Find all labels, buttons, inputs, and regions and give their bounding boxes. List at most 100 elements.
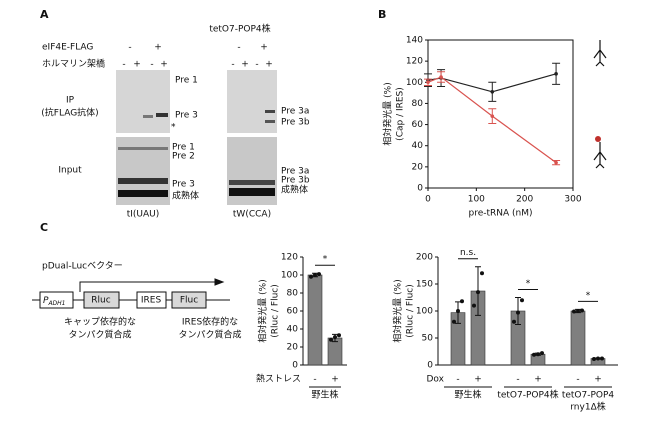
sign: + (241, 60, 249, 70)
gel-band (265, 120, 275, 123)
strain-title: tetO7-POP4株 (209, 23, 270, 35)
x-tick-label: 200 (516, 195, 533, 205)
box-label: Fluc (180, 296, 198, 306)
sign: - (150, 60, 153, 70)
band-label: Pre 3b (281, 118, 310, 128)
x-tick-label: + (474, 375, 482, 385)
data-point (460, 299, 464, 304)
y-tick-label: 140 (406, 36, 423, 46)
data-point (540, 351, 544, 356)
data-point (490, 114, 495, 118)
sign: - (122, 60, 125, 70)
sig-label: * (586, 291, 591, 301)
caption: IRES依存的な (182, 316, 238, 328)
x-tick-label: 300 (564, 195, 581, 205)
y-tick-label: 120 (281, 253, 298, 263)
group-label: 野生株 (311, 389, 338, 401)
gel-band (265, 110, 275, 113)
sign: + (260, 43, 268, 53)
row-label: 熱ストレス (256, 373, 301, 385)
sign: + (154, 43, 162, 53)
y-axis-label: (Rluc / Fluc) (406, 284, 416, 338)
group-label: 野生株 (454, 389, 481, 401)
y-tick-label: 100 (281, 271, 298, 281)
x-tick-label: - (516, 375, 519, 385)
trna-icons (593, 40, 607, 169)
y-tick-label: 200 (416, 253, 433, 263)
y-axis-label: 相対発光量 (%) (392, 279, 404, 342)
sign: - (231, 60, 234, 70)
x-axis-label: pre-tRNA (nM) (468, 209, 532, 219)
gel-label: tW(CCA) (233, 210, 271, 220)
data-point (576, 309, 580, 313)
trna-mark (595, 136, 601, 142)
plot-frame (427, 39, 574, 189)
band-label: Pre 1 (172, 143, 195, 153)
data-point (476, 290, 480, 295)
y-tick-label: 40 (287, 325, 299, 335)
y-tick-label: 0 (427, 361, 433, 371)
data-point (480, 271, 484, 276)
band-label: Pre 1 (175, 76, 198, 86)
y-axis-label: 相対発光量 (%) (382, 82, 394, 145)
sign: - (237, 43, 240, 53)
gel (227, 70, 277, 133)
panel-label: B (378, 8, 386, 21)
y-tick-label: 0 (292, 361, 298, 371)
data-point (472, 303, 476, 308)
sig-label: * (323, 255, 328, 265)
y-tick-label: 20 (287, 343, 299, 353)
band-label: Pre 3b (281, 176, 310, 186)
gel-band (143, 115, 153, 118)
band-label: Pre 2 (172, 152, 195, 162)
data-point (520, 298, 524, 303)
data-point (532, 352, 536, 357)
gel-band (229, 188, 275, 196)
data-point (512, 319, 516, 324)
data-point (516, 310, 520, 315)
y-tick-label: 80 (412, 99, 424, 109)
gel-band (118, 178, 168, 184)
gel (116, 70, 170, 133)
promoter-main: P (43, 296, 49, 306)
data-point (313, 273, 317, 277)
transcript-arrow (79, 281, 215, 292)
data-point (337, 333, 341, 338)
bar (570, 310, 586, 366)
caption: タンパク質合成 (68, 329, 131, 341)
bar (307, 274, 323, 366)
sign: + (160, 60, 168, 70)
caption: キャップ依存的な (64, 316, 136, 328)
data-point (600, 356, 604, 361)
sig-label: * (526, 279, 531, 289)
y-tick-label: 120 (406, 57, 423, 67)
gel-label: tI(UAU) (127, 210, 160, 220)
x-tick-label: + (331, 375, 339, 385)
y-axis-label: 相対発光量 (%) (257, 279, 269, 342)
row-label: ホルマリン架橋 (42, 58, 105, 70)
y-axis-label: (Cap / IRES) (396, 87, 406, 141)
box-label: IRES (141, 296, 162, 306)
y-tick-label: 0 (417, 184, 423, 194)
x-tick-label: + (594, 375, 602, 385)
y-tick-label: 100 (416, 307, 433, 317)
input-label: Input (58, 166, 82, 176)
data-point (317, 272, 321, 277)
promoter-box (39, 291, 74, 309)
data-point (426, 80, 430, 85)
x-tick-label: + (534, 375, 542, 385)
row-label: Dox (427, 375, 445, 385)
trna-icon (593, 40, 607, 67)
sign: - (255, 60, 258, 70)
gel-band (156, 113, 168, 117)
data-point (490, 90, 495, 94)
x-tick-label: - (313, 375, 316, 385)
vector-label: pDual-Lucベクター (42, 261, 123, 272)
y-axis-label: (Rluc / Fluc) (271, 284, 281, 338)
x-tick-label: - (576, 375, 579, 385)
x-tick-label: 0 (425, 195, 431, 205)
data-point (592, 357, 596, 362)
data-point (554, 72, 558, 76)
band-label: Pre 3 (172, 180, 195, 190)
